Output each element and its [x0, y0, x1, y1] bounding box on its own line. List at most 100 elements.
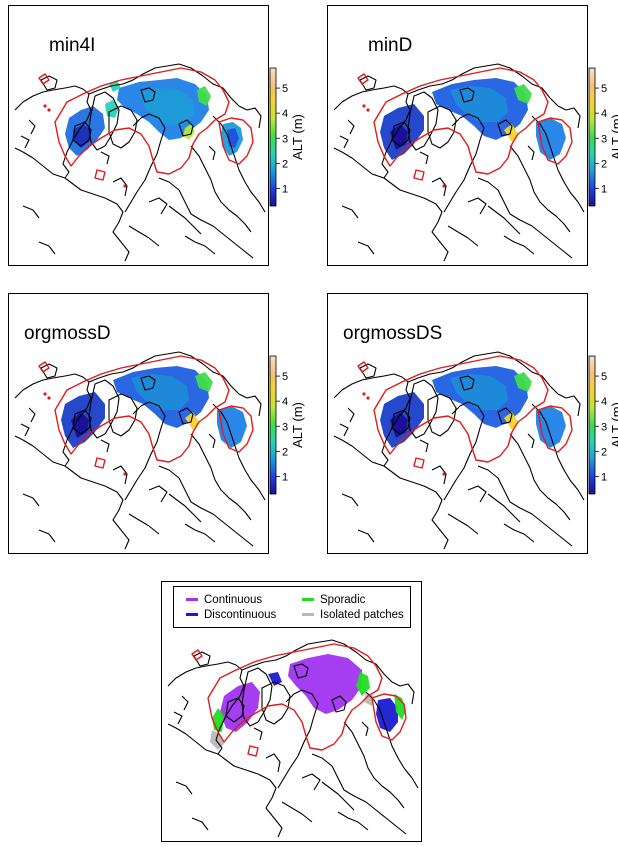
colorbar-tick-label: 4	[282, 108, 288, 120]
coastline	[190, 433, 252, 521]
alt-field	[61, 366, 247, 448]
permafrost-legend: Continuous Sporadic Discontinuous Isolat…	[173, 586, 411, 628]
border-line	[173, 711, 183, 725]
colorbar: 1 2 3 4 5 ALT (m)	[268, 64, 316, 210]
panel-title: minD	[368, 35, 413, 56]
boundary-line	[371, 693, 407, 741]
colorbar-tick-label: 2	[282, 446, 288, 458]
island	[140, 87, 156, 103]
legend-item-isolated-patches: Isolated patches	[302, 609, 404, 621]
boundary-line	[357, 73, 369, 85]
island	[178, 407, 194, 425]
border-line	[128, 513, 160, 535]
colorbar-tick-label: 2	[282, 158, 288, 170]
coastlines	[14, 63, 266, 262]
coastline	[509, 145, 571, 233]
red-dot	[123, 472, 127, 476]
coastline	[158, 465, 254, 547]
coastline	[407, 351, 581, 417]
alt-field	[65, 78, 243, 156]
island	[427, 105, 457, 149]
border-line	[20, 135, 30, 149]
coastline	[277, 689, 319, 789]
island	[391, 409, 411, 435]
island	[40, 363, 58, 379]
border-line	[339, 423, 349, 437]
boundary-line	[373, 67, 549, 175]
alt-region	[356, 672, 370, 696]
alt-region	[210, 730, 224, 750]
arctic-alt-map	[333, 63, 585, 262]
red-dot	[47, 108, 51, 112]
legend-item-sporadic: Sporadic	[302, 594, 365, 606]
border-line	[253, 727, 263, 741]
boundary-line	[38, 361, 50, 373]
colorbar-label: ALT (m)	[290, 402, 305, 448]
legend-swatch	[186, 613, 198, 617]
alt-region	[504, 124, 518, 142]
colorbar-tick-label: 5	[282, 371, 288, 383]
map-panel-orgmossDS: orgmossDS	[327, 293, 588, 554]
legend-label: Discontinuous	[204, 609, 277, 621]
border-line	[431, 465, 447, 485]
border-line	[357, 241, 375, 255]
border-line	[22, 205, 40, 219]
coastline	[212, 115, 266, 213]
coastlines	[14, 351, 266, 550]
alt-region	[364, 692, 374, 706]
colorbar-ramp	[269, 67, 277, 207]
colorbar-tick-label: 2	[601, 446, 607, 458]
island	[331, 695, 347, 713]
border-line	[447, 513, 479, 535]
island	[407, 91, 439, 151]
legend-label: Continuous	[204, 594, 263, 606]
island	[359, 363, 377, 379]
border-line	[181, 695, 189, 711]
boundary-line	[247, 745, 259, 757]
arctic-permafrost-map	[167, 639, 419, 838]
legend-item-continuous: Continuous	[186, 594, 262, 606]
colorbar-label: ALT (m)	[609, 114, 618, 160]
legend-swatch	[302, 598, 314, 602]
border-line	[281, 801, 313, 823]
coastline	[383, 177, 449, 262]
colorbar-tick-label: 4	[282, 396, 288, 408]
colorbar-label: ALT (m)	[290, 114, 305, 160]
colorbar-tick-label: 5	[282, 83, 288, 95]
island	[407, 379, 439, 439]
map-panel-orgmossD: orgmossD	[8, 293, 269, 554]
border-line	[467, 197, 487, 215]
island	[108, 393, 138, 437]
island	[459, 87, 475, 103]
boundary-line	[94, 169, 106, 181]
border-line	[112, 465, 128, 485]
map-panel-permafrost-classes: Continuous Sporadic Discontinuous Isolat…	[161, 581, 422, 842]
observed-permafrost-boundary	[38, 355, 254, 469]
arctic-alt-map	[14, 351, 266, 550]
border-line	[447, 225, 479, 247]
boundary-line	[413, 169, 425, 181]
island	[497, 407, 513, 425]
border-line	[100, 151, 110, 165]
boundary-line	[537, 117, 573, 165]
alt-field	[380, 366, 566, 448]
coastline	[333, 85, 411, 179]
red-dot	[442, 184, 446, 188]
border-line	[20, 423, 30, 437]
border-line	[148, 197, 168, 215]
coastline	[531, 115, 585, 213]
colorbar-tick-label: 3	[601, 421, 607, 433]
boundary-line	[357, 361, 369, 373]
border-line	[341, 493, 359, 507]
alt-region	[376, 698, 398, 732]
boundary-line	[54, 67, 230, 175]
coastline	[383, 465, 449, 550]
border-line	[321, 781, 355, 811]
alt-region	[394, 694, 406, 720]
colorbar: 1 2 3 4 5 ALT (m)	[587, 352, 618, 498]
border-line	[419, 151, 429, 165]
boundary-line	[38, 73, 50, 85]
border-line	[339, 135, 349, 149]
colorbar-svg: 1 2 3 4 5 ALT (m)	[269, 355, 305, 495]
boundary-line	[537, 405, 573, 453]
